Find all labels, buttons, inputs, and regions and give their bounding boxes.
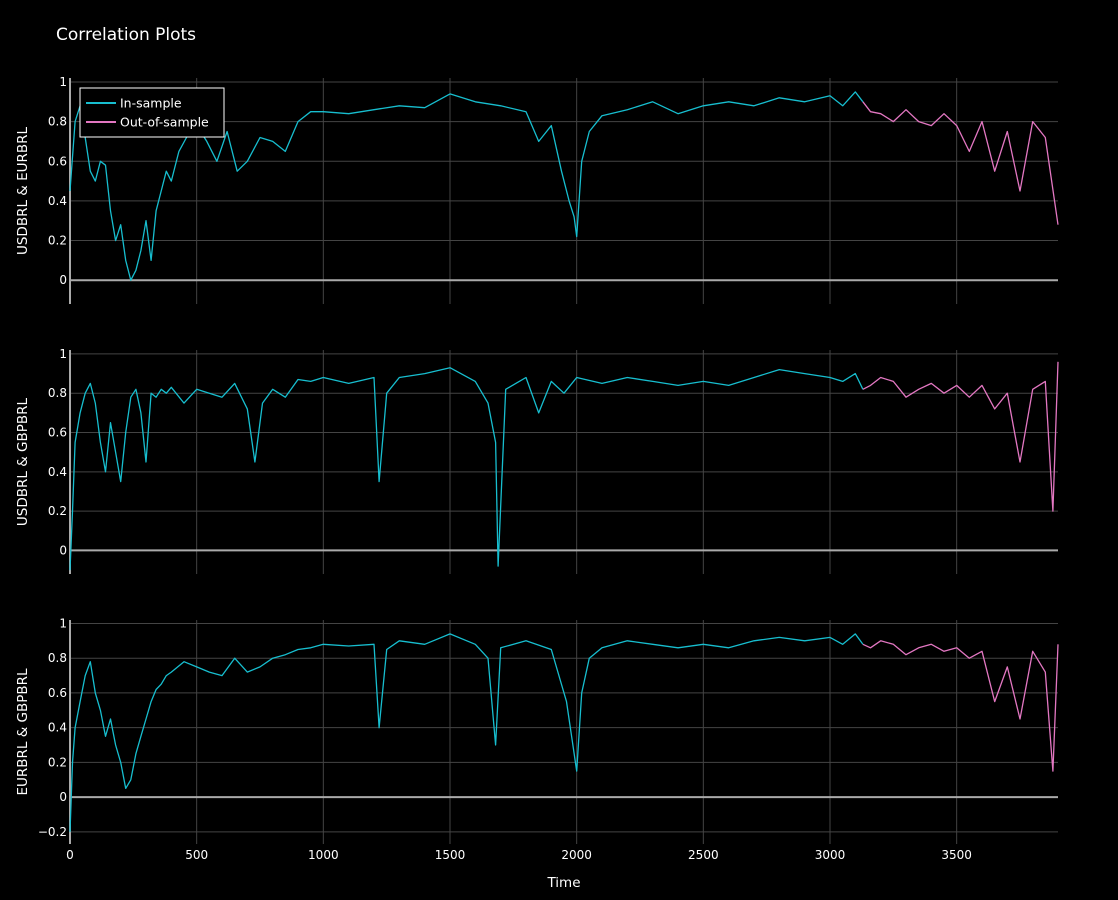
x-axis: 0 500 1000 1500 2000 2500 3000 3500 [66,848,972,862]
y-tick-label: −0.2 [38,825,67,839]
x-tick-label: 2000 [561,848,592,862]
subplot-2: 0 0.2 0.4 0.6 0.8 1 USDBRL & GBPBRL [15,347,1059,574]
legend-label-in-sample: In-sample [120,96,182,111]
y-tick-label: 0 [59,790,67,804]
y-tick-label: 0.4 [48,721,67,735]
y-tick-label: 0.4 [48,194,67,208]
series-in-sample-line [69,91,864,281]
x-axis-title: Time [546,875,580,891]
x-tick-label: 1000 [308,848,339,862]
series-out-of-sample-line [862,101,1059,225]
y-tick-label: 0.8 [48,386,67,400]
y-tick-label: 0.8 [48,651,67,665]
y-tick-label: 0.6 [48,686,67,700]
subplot-1: 0 0.2 0.4 0.6 0.8 1 USDBRL & EURBRL [15,75,1059,304]
y-tick-label: 0.6 [48,426,67,440]
y-axis-title: USDBRL & GBPBRL [15,397,31,526]
y-tick-label: 0.2 [48,234,67,248]
y-tick-label: 1 [59,75,67,89]
y-axis-title: USDBRL & EURBRL [15,126,31,255]
subplot-3: −0.2 0 0.2 0.4 0.6 0.8 1 EURBRL & GBPBRL [15,616,1059,844]
legend-label-out-of-sample: Out-of-sample [120,115,209,130]
x-tick-label: 0 [66,848,74,862]
chart-title: Correlation Plots [56,25,196,45]
x-tick-label: 2500 [688,848,719,862]
series-out-of-sample-line [862,361,1059,512]
series-in-sample-line [69,633,864,832]
x-tick-label: 3500 [941,848,972,862]
y-axis-title: EURBRL & GBPBRL [15,668,31,796]
y-tick-label: 0 [59,543,67,557]
y-tick-label: 0 [59,273,67,287]
x-tick-label: 1500 [435,848,466,862]
y-tick-label: 1 [59,347,67,361]
series-out-of-sample-line [862,640,1059,772]
y-tick-label: 0.2 [48,504,67,518]
y-tick-label: 0.6 [48,154,67,168]
legend-box [79,87,225,138]
series-in-sample-line [69,367,864,571]
y-tick-label: 0.8 [48,115,67,129]
y-tick-label: 1 [59,616,67,630]
y-tick-label: 0.2 [48,755,67,769]
y-tick-label: 0.4 [48,465,67,479]
x-tick-label: 500 [185,848,208,862]
x-tick-label: 3000 [815,848,846,862]
legend[interactable]: In-sample Out-of-sample [79,87,225,138]
